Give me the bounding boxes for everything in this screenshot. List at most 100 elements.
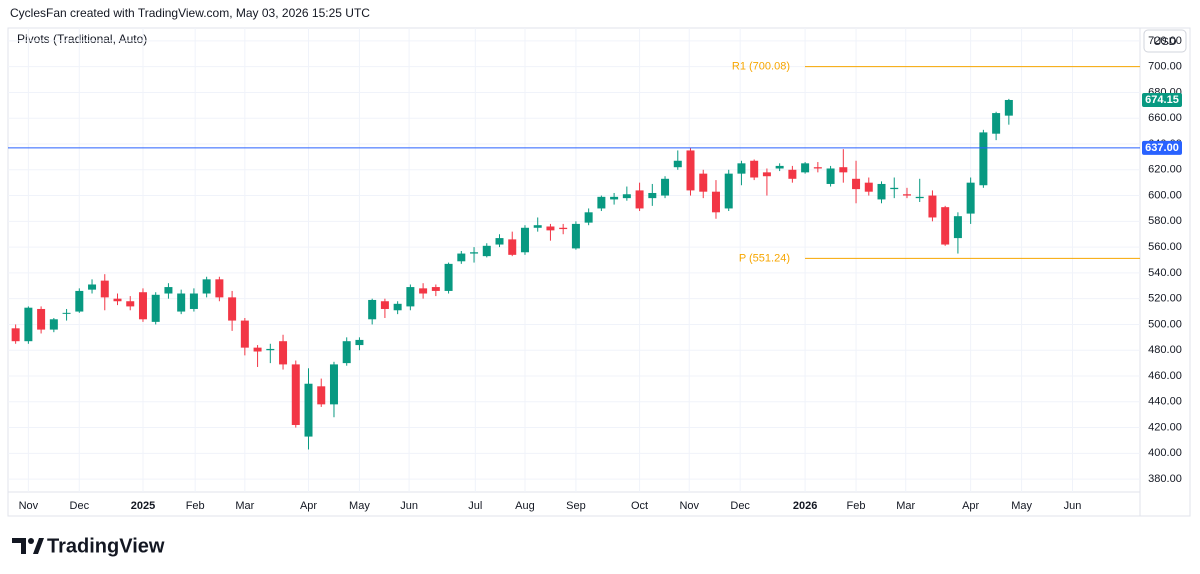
candle-body <box>648 192 657 199</box>
candle-body <box>329 364 338 405</box>
candle-body <box>253 347 262 352</box>
candle-body <box>622 194 631 199</box>
candle-body <box>928 195 937 218</box>
candle-body <box>852 178 861 190</box>
y-tick-label: 660.00 <box>1148 112 1182 124</box>
candle-body <box>419 288 428 294</box>
logo-dot <box>28 538 34 544</box>
x-tick-label: Feb <box>847 500 866 512</box>
candle-body <box>508 239 517 255</box>
candle-body <box>686 150 695 191</box>
hline-badge <box>1142 140 1182 155</box>
last-price-badge <box>1142 92 1182 107</box>
y-tick-label: 580.00 <box>1148 215 1182 227</box>
y-tick-label: 460.00 <box>1148 370 1182 382</box>
candle-body <box>151 294 160 322</box>
candle-body <box>317 386 326 405</box>
x-tick-label: Dec <box>70 500 90 512</box>
candle-body <box>520 227 529 253</box>
candle-body <box>202 279 211 294</box>
x-tick-label: Mar <box>896 500 915 512</box>
candle-body <box>750 160 759 178</box>
y-tick-label: 720.00 <box>1148 35 1182 47</box>
logo: TradingView <box>12 535 165 557</box>
candle-body <box>673 160 682 168</box>
candle-body <box>571 223 580 249</box>
candle-body <box>839 167 848 173</box>
candle-body <box>279 341 288 365</box>
x-tick-label: Apr <box>962 500 979 512</box>
candle-body <box>431 287 440 291</box>
candle-body <box>826 168 835 184</box>
candle-body <box>661 178 670 196</box>
candle-body <box>915 196 924 199</box>
candle-body <box>164 287 173 294</box>
y-tick-label: 420.00 <box>1148 421 1182 433</box>
y-tick-label: 440.00 <box>1148 396 1182 408</box>
candle-body <box>368 299 377 320</box>
x-tick-label: Jun <box>1064 500 1082 512</box>
y-tick-label: 540.00 <box>1148 267 1182 279</box>
y-tick-label: 380.00 <box>1148 473 1182 485</box>
x-tick-label: Apr <box>300 500 317 512</box>
x-tick-label: May <box>349 500 370 512</box>
candle-body <box>75 290 84 312</box>
candle-body <box>215 279 224 298</box>
hline-label: 637.00 <box>1145 142 1179 154</box>
candle-body <box>457 253 466 262</box>
candle-body <box>444 263 453 291</box>
candle-body <box>762 172 771 177</box>
candle-body <box>470 252 479 254</box>
candle-body <box>801 163 810 173</box>
candle-body <box>724 173 733 209</box>
brand: TradingView <box>47 535 165 557</box>
candle-body <box>291 364 300 425</box>
candle-body <box>37 308 46 330</box>
pivot-label: P (551.24) <box>739 252 790 264</box>
x-tick-label: Nov <box>679 500 699 512</box>
candle-body <box>88 284 97 290</box>
candle-body <box>240 320 249 348</box>
candle-body <box>126 301 135 307</box>
candle-body <box>711 191 720 213</box>
currency-box[interactable] <box>1143 29 1187 53</box>
candle-body <box>941 207 950 245</box>
candle-body <box>266 348 275 351</box>
candle-body <box>49 319 58 330</box>
candle-body <box>304 383 313 437</box>
candle-body <box>966 182 975 214</box>
candle-body <box>979 132 988 186</box>
candle-body <box>380 301 389 309</box>
candle-body <box>635 190 644 209</box>
logo-mark <box>12 538 26 554</box>
x-tick-label: Sep <box>566 500 586 512</box>
candle-body <box>813 167 822 169</box>
x-tick-label: 2026 <box>793 500 817 512</box>
header: CyclesFan created with TradingView.com, … <box>10 6 370 20</box>
y-tick-label: 620.00 <box>1148 164 1182 176</box>
y-tick-label: 560.00 <box>1148 241 1182 253</box>
frame <box>7 27 1191 517</box>
candle-body <box>546 226 555 231</box>
last-price-label: 674.15 <box>1145 94 1179 106</box>
candle-body <box>482 245 491 257</box>
candle-body <box>953 216 962 239</box>
candle-body <box>342 341 351 364</box>
x-tick-label: May <box>1011 500 1032 512</box>
candle-body <box>355 339 364 346</box>
x-tick-label: Oct <box>631 500 648 512</box>
candle-body <box>992 113 1001 134</box>
y-tick-label: 400.00 <box>1148 447 1182 459</box>
candle-body <box>189 293 198 309</box>
candle-body <box>393 303 402 311</box>
candle-body <box>737 163 746 174</box>
pivot-label: R1 (700.08) <box>732 60 790 72</box>
candle-body <box>610 196 619 200</box>
candle-body <box>902 194 911 196</box>
x-tick-label: 2025 <box>131 500 155 512</box>
x-tick-label: Dec <box>730 500 750 512</box>
candle-body <box>775 165 784 169</box>
candle-body <box>597 196 606 209</box>
